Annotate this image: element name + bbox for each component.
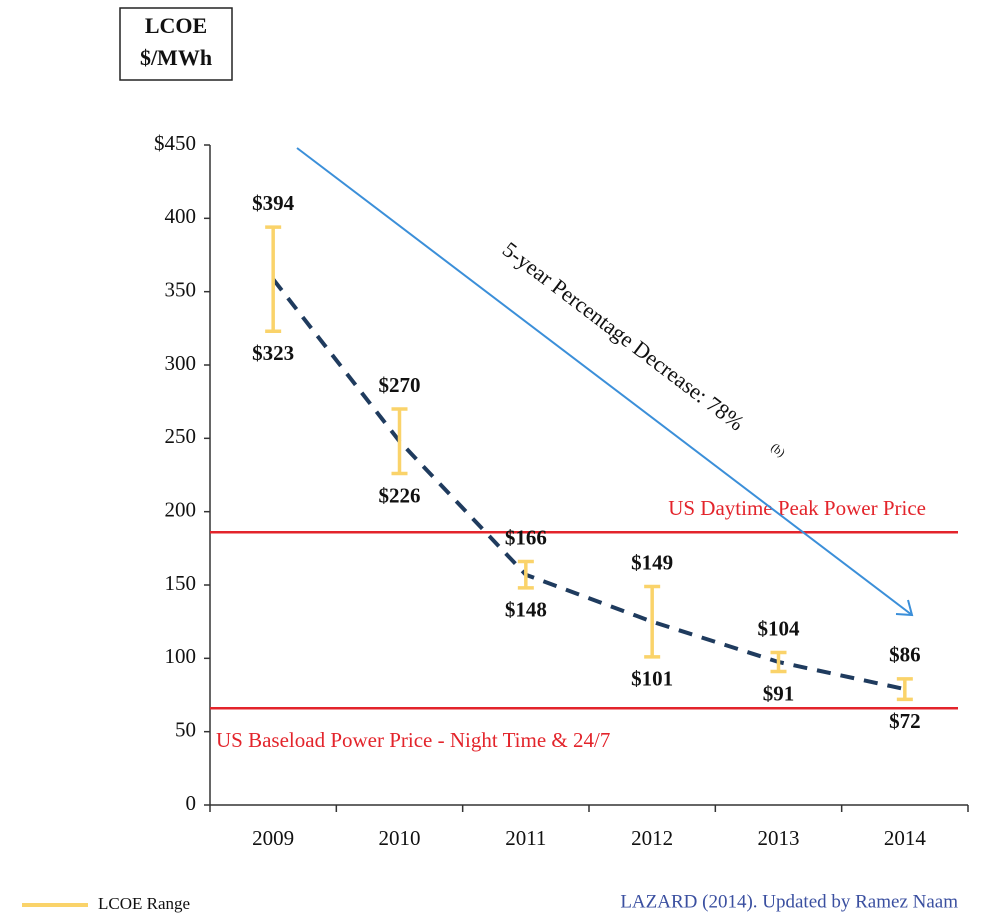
x-tick-label: 2009 xyxy=(252,826,294,850)
value-label: $86 xyxy=(889,643,921,667)
y-tick-label: 150 xyxy=(165,571,197,595)
y-tick-label: 250 xyxy=(165,424,197,448)
ylabel-box xyxy=(119,7,233,81)
ylabel: LCOE xyxy=(145,13,207,38)
range-bar xyxy=(770,650,787,674)
value-label: $72 xyxy=(889,709,921,733)
y-tick-label: 100 xyxy=(165,644,197,668)
value-label: $91 xyxy=(763,681,795,705)
arrow-head xyxy=(895,599,914,617)
value-label: $104 xyxy=(758,616,801,640)
reference-label: US Daytime Peak Power Price xyxy=(668,496,926,520)
x-tick-label: 2014 xyxy=(884,826,927,850)
value-label: $226 xyxy=(379,483,421,507)
value-label: $394 xyxy=(252,191,295,215)
range-bar xyxy=(896,677,913,702)
value-label: $270 xyxy=(379,373,421,397)
ylabel: $/MWh xyxy=(140,45,212,70)
range-bar xyxy=(391,407,408,476)
annotation-text: 5-year Percentage Decrease: 78% xyxy=(498,237,749,436)
value-label: $166 xyxy=(505,525,547,549)
y-tick-label: 200 xyxy=(165,497,197,521)
annotation: 5-year Percentage Decrease: 78% (b) xyxy=(498,237,788,460)
x-tick-label: 2011 xyxy=(505,826,546,850)
reference-label: US Baseload Power Price - Night Time & 2… xyxy=(216,728,610,752)
value-label: $323 xyxy=(252,341,294,365)
range-bar xyxy=(644,584,661,659)
value-label: $101 xyxy=(631,667,673,691)
value-label: $149 xyxy=(631,550,673,574)
value-label: $148 xyxy=(505,598,547,622)
y-tick-label: 0 xyxy=(186,791,197,815)
annotation-arrow xyxy=(296,147,913,616)
source: LAZARD (2014). Updated by Ramez Naam xyxy=(620,891,958,912)
x-tick-label: 2012 xyxy=(631,826,673,850)
y-tick-label: 350 xyxy=(165,277,197,301)
annotation-note: (b) xyxy=(768,440,788,460)
y-tick-label: 50 xyxy=(175,717,196,741)
range-bar xyxy=(265,225,282,334)
trend-line xyxy=(271,277,906,692)
y-tick-label: $450 xyxy=(154,131,196,155)
x-tick-label: 2013 xyxy=(758,826,800,850)
y-tick-label: 400 xyxy=(165,204,197,228)
x-tick-label: 2010 xyxy=(379,826,421,850)
legend-label: LCOE Range xyxy=(98,894,190,913)
y-tick-label: 300 xyxy=(165,351,197,375)
range-bar xyxy=(517,559,534,590)
